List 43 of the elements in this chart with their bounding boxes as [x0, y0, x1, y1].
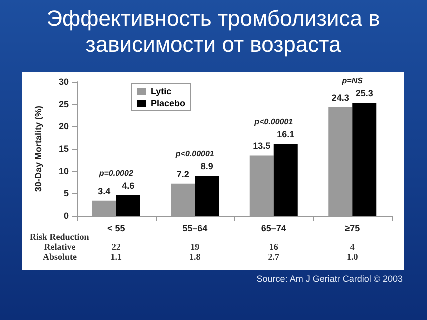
y-tick-label: 10: [58, 166, 69, 176]
y-tick-label: 20: [58, 122, 69, 132]
x-tick-label: 65–74: [261, 224, 286, 234]
text: Relative: [44, 242, 76, 252]
text: Risk Reduction: [30, 232, 90, 242]
data-label: 25.3: [356, 88, 374, 98]
y-tick-label: 5: [64, 188, 69, 199]
y-tick-label: 15: [58, 144, 69, 154]
source-note: Source: Am J Geriatr Cardiol © 2003: [256, 274, 403, 284]
y-axis-title: 30-Day Mortality (%): [34, 106, 44, 192]
y-tick-label: 30: [58, 77, 69, 87]
data-label: 4.6: [122, 180, 135, 191]
data-label: 7.2: [176, 169, 190, 180]
y-tick-label: 0: [64, 211, 69, 221]
text: 2.7: [268, 252, 280, 262]
text: 19: [190, 242, 200, 252]
x-tick-label: ≥75: [345, 224, 360, 234]
text: 1.0: [347, 252, 358, 262]
annotation: p<0.00001: [174, 150, 215, 159]
x-tick-label: 55–64: [182, 224, 208, 234]
bar: [116, 195, 140, 216]
text: 22: [112, 242, 121, 252]
y-tick-label: 25: [58, 99, 69, 110]
text: 16: [269, 242, 278, 252]
legend-label: Lytic: [151, 86, 172, 96]
x-tick-label: < 55: [107, 224, 126, 234]
text: 4: [350, 242, 355, 252]
text: 1.1: [110, 252, 122, 262]
bar: [195, 176, 220, 216]
bar: [352, 102, 377, 216]
text: 1.8: [190, 252, 201, 262]
text: Absolute: [42, 252, 78, 262]
data-label: 24.3: [332, 92, 350, 103]
bar: [274, 144, 298, 216]
data-label: 16.1: [277, 130, 295, 140]
data-label: 8.9: [200, 162, 214, 172]
annotation: p<0.00001: [254, 118, 294, 127]
data-label: 13.5: [253, 141, 271, 152]
data-label: 3.4: [98, 186, 111, 196]
legend-label: Placebo: [151, 98, 186, 108]
annotation: p=NS: [341, 76, 364, 86]
chart-title: Эффективность тромболизиса в зависимости от возраста: [46, 6, 382, 58]
annotation: p=0.0002: [98, 168, 134, 178]
